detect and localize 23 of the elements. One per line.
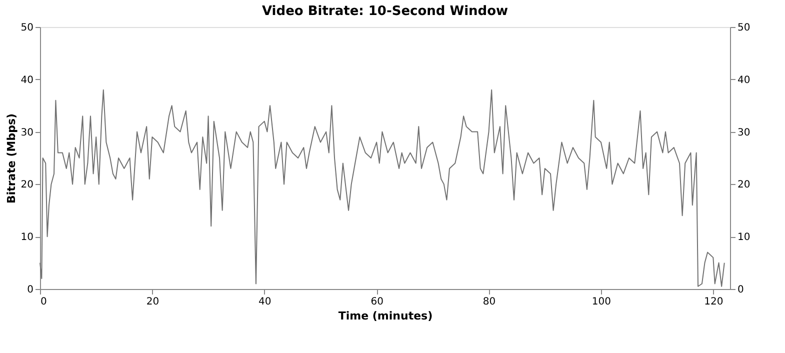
y2-tick-label: 20 [738, 180, 750, 191]
y-tick-label: 10 [20, 232, 34, 244]
x-tick-label: 0 [40, 296, 47, 308]
y-tick-label: 30 [20, 127, 34, 138]
y2-tick-label: 50 [738, 22, 750, 34]
x-tick-label: 20 [146, 296, 160, 308]
y2-tick-label: 0 [738, 284, 744, 296]
y-tick-label: 50 [20, 22, 34, 34]
x-tick-label: 100 [592, 296, 612, 308]
y-axis-title: Bitrate (Mbps) [4, 113, 18, 204]
y2-tick-label: 30 [738, 127, 750, 138]
y-tick-label: 40 [20, 74, 34, 86]
x-tick-label: 60 [370, 296, 384, 308]
y-tick-label: 0 [27, 284, 34, 296]
x-axis-title: Time (minutes) [338, 310, 433, 322]
y2-tick-label: 40 [738, 74, 750, 86]
x-tick-label: 40 [258, 296, 272, 308]
x-tick-label: 80 [482, 296, 496, 308]
chart-title: Video Bitrate: 10-Second Window [262, 4, 508, 19]
line-series [40, 89, 725, 287]
y-tick-label: 20 [20, 180, 34, 191]
x-tick-label: 120 [704, 296, 724, 308]
y2-tick-label: 10 [738, 232, 750, 244]
